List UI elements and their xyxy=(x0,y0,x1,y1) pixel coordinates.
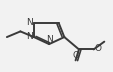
Text: N: N xyxy=(26,18,33,27)
Text: O: O xyxy=(93,44,100,53)
Text: O: O xyxy=(72,51,79,60)
Text: N: N xyxy=(46,35,53,44)
Text: N: N xyxy=(26,32,33,41)
